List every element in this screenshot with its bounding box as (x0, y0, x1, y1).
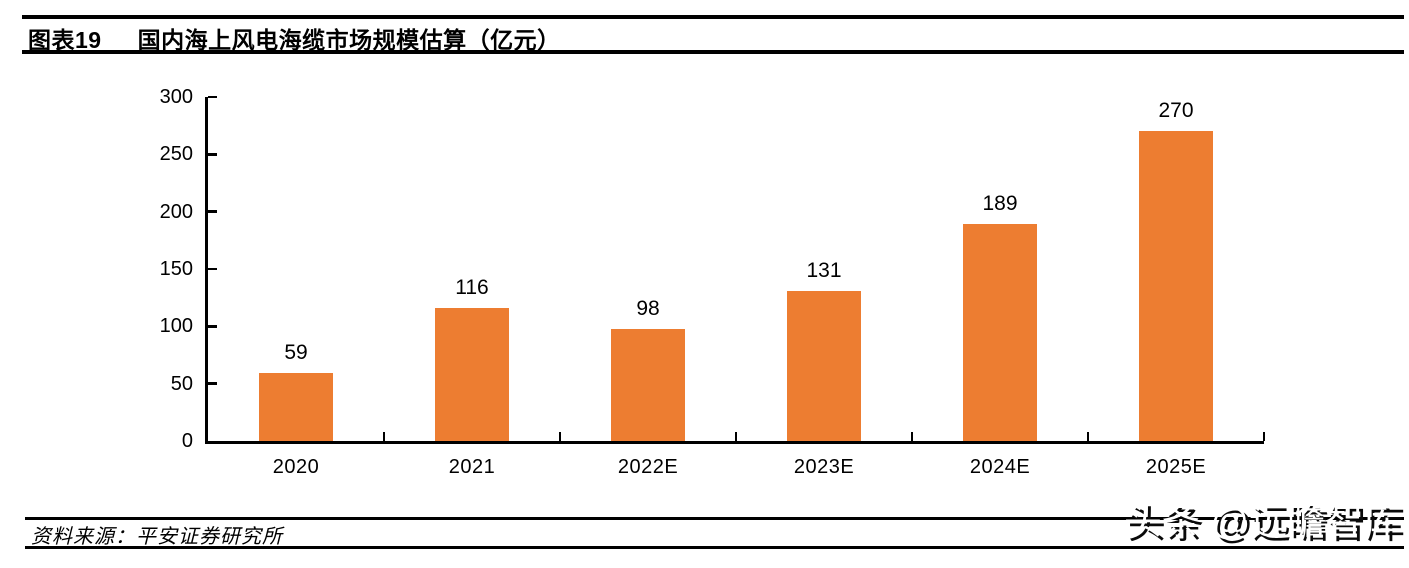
x-axis-label-2024E: 2024E (969, 456, 1031, 478)
watermark: 头条 @远瞻智库 (1123, 501, 1401, 543)
x-axis-label-2022E: 2022E (617, 456, 679, 478)
title-top-rule (22, 15, 1404, 19)
bar-2025E (1139, 131, 1213, 441)
x-axis-line (205, 441, 1264, 444)
y-axis-tick-250 (208, 153, 217, 156)
y-axis-tick-300 (208, 95, 217, 99)
y-axis-line (205, 97, 208, 444)
x-axis-label-2025E: 2025E (1145, 456, 1207, 478)
y-axis-label-100: 100 (159, 315, 193, 338)
figure-title: 国内海上风电海缆市场规模估算（亿元） (137, 27, 561, 53)
bar-value-label-2020: 59 (284, 341, 308, 365)
x-axis-tick-5 (1086, 432, 1090, 441)
x-axis-tick-1 (382, 432, 386, 441)
x-axis-label-2020: 2020 (272, 456, 320, 478)
y-axis-label-200: 200 (159, 200, 193, 223)
bar-2020 (259, 373, 333, 441)
footer-bottom-rule (25, 546, 1404, 549)
x-axis-label-2021: 2021 (448, 456, 496, 478)
y-axis-tick-100 (208, 325, 217, 328)
bar-value-label-2025E: 270 (1158, 99, 1194, 123)
bar-2021 (435, 307, 509, 441)
y-axis-tick-150 (208, 267, 217, 271)
footer-top-rule (25, 517, 1404, 520)
bar-value-label-2023E: 131 (806, 258, 842, 282)
y-axis-label-250: 250 (159, 143, 193, 166)
title-bottom-rule (22, 50, 1404, 54)
bar-2024E (963, 224, 1037, 441)
bar-2023E (787, 290, 861, 441)
bar-value-label-2024E: 189 (982, 192, 1018, 216)
bar-value-label-2021: 116 (455, 275, 489, 299)
x-axis-tick-4 (910, 432, 914, 441)
x-axis-tick-3 (734, 432, 738, 441)
y-axis-label-50: 50 (170, 372, 193, 395)
bar-value-label-2022E: 98 (636, 296, 660, 320)
x-axis-tick-6 (1262, 432, 1266, 441)
y-axis-label-300: 300 (159, 86, 193, 108)
x-axis-tick-2 (558, 432, 562, 441)
y-axis-tick-50 (208, 382, 217, 385)
x-axis-label-2023E: 2023E (793, 456, 855, 478)
figure-label: 图表19 (28, 27, 102, 53)
figure-title-row: 图表19 国内海上风电海缆市场规模估算（亿元） (28, 21, 561, 55)
bar-2022E (611, 328, 685, 441)
y-axis-label-0: 0 (181, 430, 193, 452)
y-axis-label-150: 150 (159, 258, 193, 280)
y-axis-tick-200 (208, 210, 217, 213)
source-note: 资料来源：平安证券研究所 (31, 526, 283, 548)
